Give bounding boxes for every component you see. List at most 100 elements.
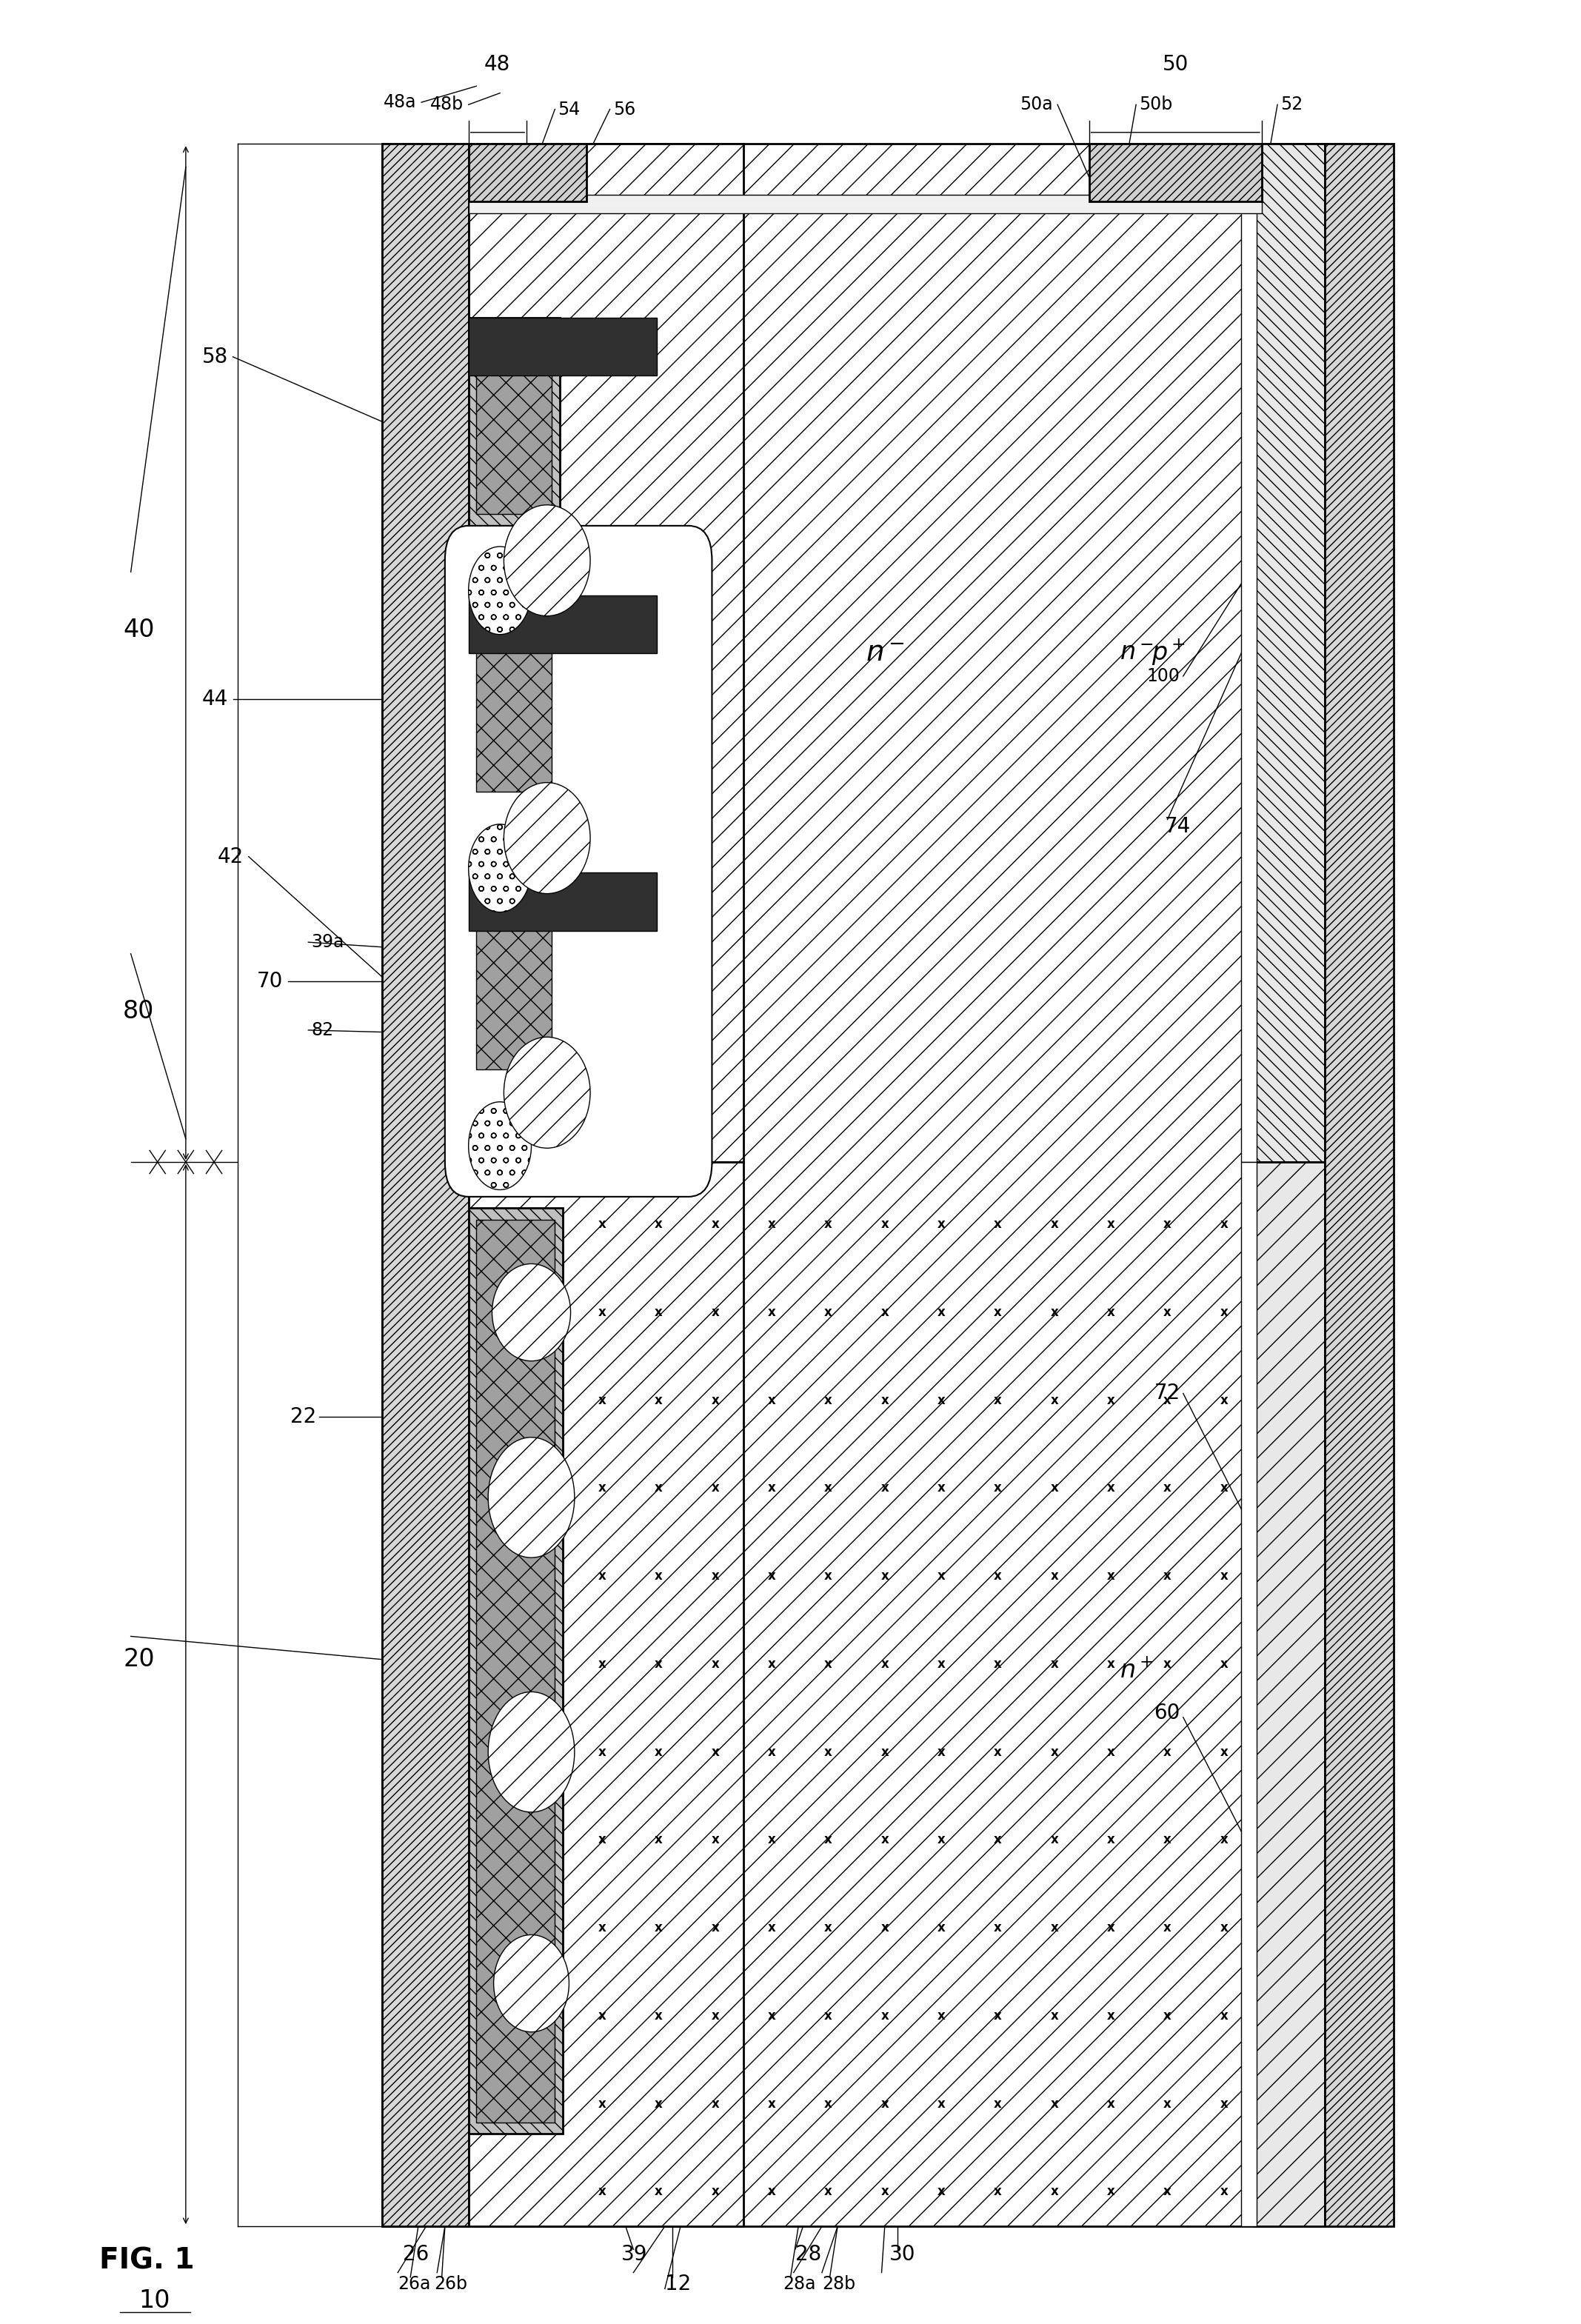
Text: x: x [881,2185,889,2199]
Text: x: x [1164,2008,1172,2022]
Text: x: x [1164,1657,1172,1671]
Text: x: x [881,2008,889,2022]
Text: x: x [994,1483,1002,1494]
Bar [468,318,560,525]
Text: 28a: 28a [783,2275,816,2294]
Text: x: x [994,1306,1002,1320]
Text: x: x [1107,2185,1115,2199]
Text: x: x [881,1394,889,1406]
Text: 48: 48 [484,53,509,74]
Text: 48b: 48b [430,95,463,114]
Ellipse shape [468,546,531,634]
Text: x: x [768,2185,776,2199]
Text: x: x [881,2096,889,2110]
Ellipse shape [468,1102,531,1190]
Text: x: x [1164,1745,1172,1759]
Text: 42: 42 [218,846,243,867]
Text: x: x [1164,1218,1172,1232]
Text: x: x [1050,1834,1058,1848]
Text: 82: 82 [311,1020,334,1039]
Text: 100: 100 [1146,667,1179,686]
Text: 39: 39 [621,2243,647,2264]
Ellipse shape [504,1037,590,1148]
Text: 50b: 50b [1140,95,1173,114]
Text: x: x [1164,1306,1172,1320]
Text: x: x [768,1834,776,1848]
Text: x: x [994,2008,1002,2022]
Text: x: x [711,1483,719,1494]
Text: x: x [1050,1483,1058,1494]
Text: x: x [655,1394,662,1406]
Text: x: x [1107,1569,1115,1583]
Text: x: x [881,1657,889,1671]
Text: x: x [1221,1483,1228,1494]
Text: x: x [655,1569,662,1583]
Text: x: x [598,1569,606,1583]
Bar [468,1208,563,2133]
Text: p$^+$: p$^+$ [593,846,626,876]
Text: x: x [1164,1922,1172,1934]
Text: x: x [881,1745,889,1759]
Text: x: x [1164,1483,1172,1494]
Bar [468,195,1262,214]
Text: p: p [602,688,615,709]
Text: x: x [881,1834,889,1848]
Text: x: x [711,1834,719,1848]
Ellipse shape [492,1264,571,1362]
Ellipse shape [493,1936,569,2031]
Text: x: x [994,1834,1002,1848]
Text: x: x [881,1218,889,1232]
Text: x: x [711,1745,719,1759]
Text: x: x [994,1569,1002,1583]
Text: x: x [824,1657,832,1671]
Text: x: x [1164,1834,1172,1848]
Text: x: x [1221,1218,1228,1232]
Text: x: x [824,1745,832,1759]
Text: x: x [1050,1394,1058,1406]
Text: x: x [1107,1218,1115,1232]
Text: x: x [711,1569,719,1583]
Text: p: p [579,1301,591,1322]
Text: x: x [824,1483,832,1494]
Text: x: x [1164,2185,1172,2199]
Text: p: p [602,978,615,999]
Ellipse shape [468,825,531,911]
Text: x: x [938,1569,945,1583]
Bar [476,885,552,1069]
Text: x: x [711,1306,719,1320]
Text: x: x [598,1483,606,1494]
Text: x: x [824,1834,832,1848]
Text: x: x [655,1218,662,1232]
Text: x: x [1050,2185,1058,2199]
Text: x: x [938,1834,945,1848]
Text: p: p [602,400,615,421]
Text: 50a: 50a [1020,95,1053,114]
Text: x: x [994,1657,1002,1671]
Text: x: x [598,1834,606,1848]
Text: x: x [824,1218,832,1232]
Text: x: x [938,1306,945,1320]
Bar [468,874,560,1081]
Text: x: x [994,1394,1002,1406]
Bar [1241,144,1257,1162]
Text: x: x [1107,2008,1115,2022]
Text: x: x [824,1922,832,1934]
Text: p$^+$: p$^+$ [1153,639,1186,667]
Text: x: x [1107,2096,1115,2110]
Text: 72: 72 [1154,1383,1179,1404]
Text: p: p [579,1522,591,1543]
Text: x: x [824,1306,832,1320]
Text: x: x [1221,2008,1228,2022]
Text: x: x [1050,1922,1058,1934]
Text: x: x [598,1922,606,1934]
Text: x: x [1221,2185,1228,2199]
Text: x: x [938,1218,945,1232]
Text: x: x [1221,1657,1228,1671]
Bar [468,318,658,376]
Text: 26b: 26b [433,2275,468,2294]
Text: x: x [768,1922,776,1934]
Ellipse shape [504,504,590,616]
Text: 20: 20 [123,1648,155,1671]
Text: x: x [994,1218,1002,1232]
Text: 44: 44 [202,688,228,709]
